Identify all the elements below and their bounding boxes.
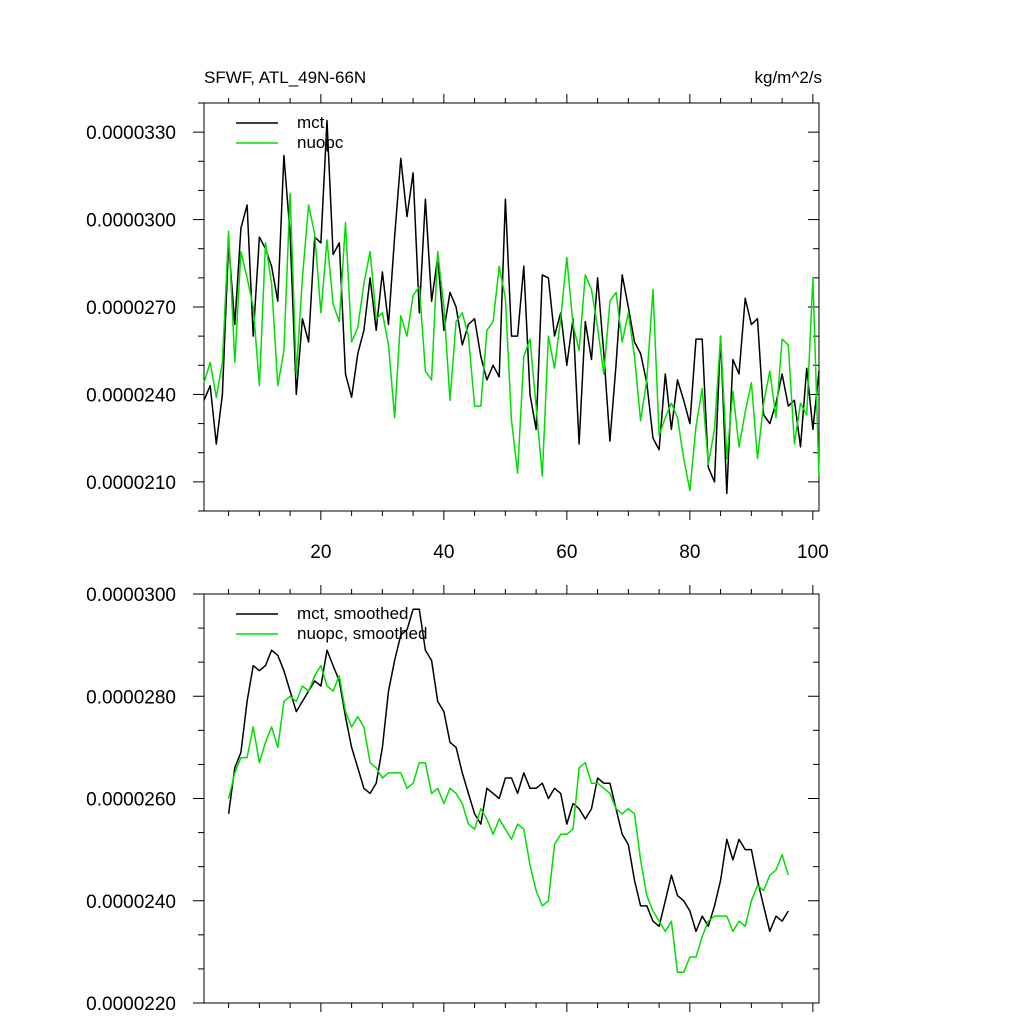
x-tick-label: 80 (679, 542, 700, 563)
y-tick-label: 0.0000270 (86, 298, 176, 319)
y-tick-label: 0.0000280 (86, 687, 176, 708)
y-tick-label: 0.0000210 (86, 473, 176, 494)
x-tick-label: 60 (556, 542, 577, 563)
y-tick-label: 0.0000300 (86, 211, 176, 232)
x-tick-label: 20 (310, 542, 331, 563)
series-line-mct (203, 119, 820, 495)
legend-label: nuopc, smoothed (297, 624, 427, 643)
bottom-plot-frame (203, 593, 820, 1004)
top-series (203, 119, 820, 495)
bottom-panel: 0.0000220 0.0000240 0.0000260 0.0000280 0.00… (86, 585, 820, 1015)
series-line-nuopc (227, 664, 790, 974)
y-tick-label: 0.0000220 (86, 994, 176, 1015)
y-tick-label: 0.0000260 (86, 790, 176, 811)
x-tick-label: 100 (797, 542, 829, 563)
y-tick-label: 0.0000330 (86, 123, 176, 144)
y-tick-label: 0.0000300 (86, 585, 176, 606)
legend-label: nuopc (297, 133, 344, 152)
bottom-ticks: 0.0000220 0.0000240 0.0000260 0.0000280 0.00… (86, 585, 819, 1015)
y-tick-label: 0.0000240 (86, 385, 176, 406)
series-line-mct (227, 608, 789, 933)
top-panel: SFWF, ATL_49N-66N kg/m^2/s 20 40 60 80 100 0.… (86, 68, 829, 563)
units-label: kg/m^2/s (755, 68, 823, 87)
series-line-nuopc (203, 192, 820, 492)
legend-label: mct, smoothed (297, 604, 409, 623)
chart-title: SFWF, ATL_49N-66N (204, 68, 366, 87)
bottom-series (227, 608, 790, 974)
legend-label: mct (297, 113, 325, 132)
top-ticks: 20 40 60 80 100 0.0000210 0.0000240 0.0000270 0.… (86, 94, 829, 563)
x-tick-label: 40 (433, 542, 454, 563)
y-tick-label: 0.0000240 (86, 892, 176, 913)
